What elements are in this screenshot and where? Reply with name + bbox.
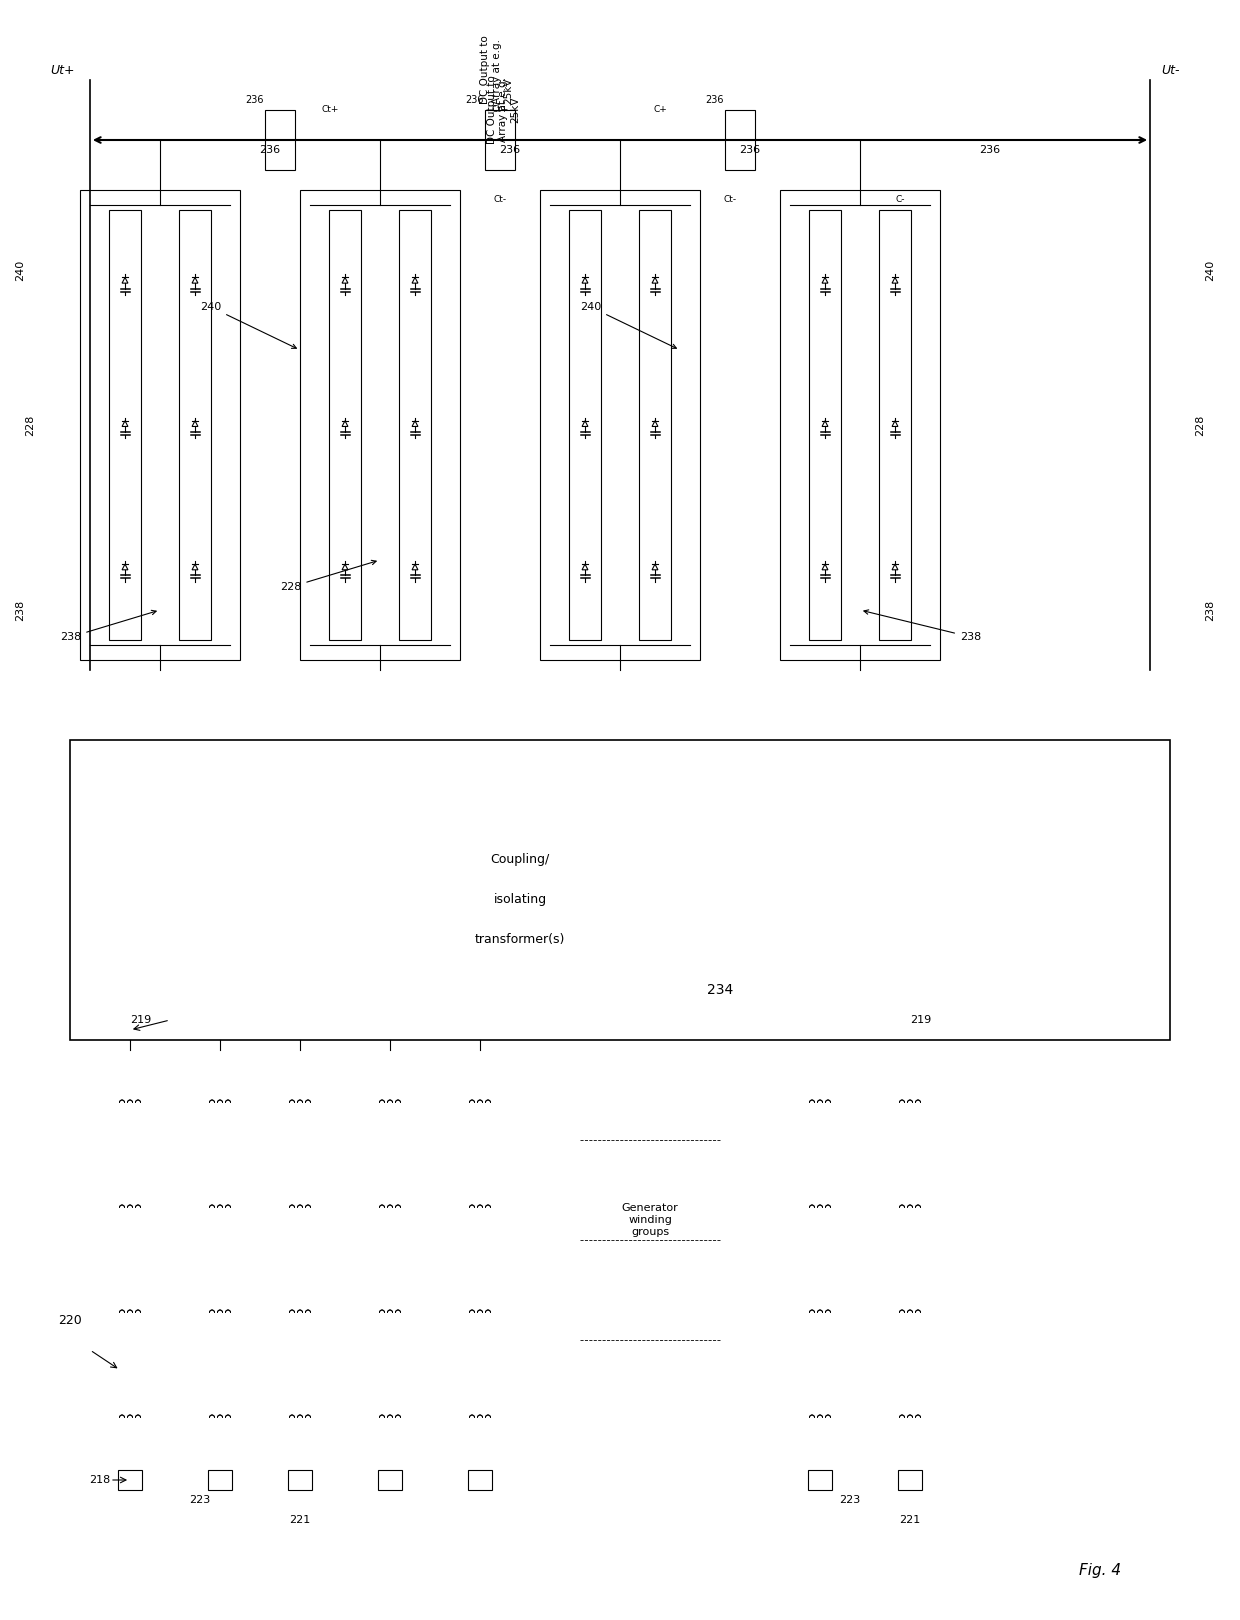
Text: C-: C- <box>895 196 905 204</box>
Bar <box>485 110 515 170</box>
Text: 228: 228 <box>1195 415 1205 436</box>
Bar <box>639 211 671 640</box>
Text: Ct+: Ct+ <box>321 105 339 115</box>
Bar <box>179 211 211 640</box>
Bar <box>300 190 460 659</box>
Bar <box>109 211 141 640</box>
Text: DC Output to
Array at e.g.
25kV: DC Output to Array at e.g. 25kV <box>487 76 520 144</box>
Bar <box>329 211 361 640</box>
Bar <box>378 1469 402 1490</box>
Text: 236: 236 <box>466 96 485 105</box>
Text: 221: 221 <box>899 1515 920 1524</box>
Text: 236: 236 <box>980 146 1001 156</box>
Bar <box>879 211 911 640</box>
Text: 228: 228 <box>280 561 376 591</box>
Text: 236: 236 <box>706 96 724 105</box>
Bar <box>467 1469 492 1490</box>
Text: 236: 236 <box>246 96 264 105</box>
Text: Ut+: Ut+ <box>50 63 74 76</box>
Text: 234: 234 <box>707 983 733 996</box>
Text: 236: 236 <box>259 146 280 156</box>
Text: 238: 238 <box>864 609 981 642</box>
Bar <box>569 211 601 640</box>
Text: isolating: isolating <box>494 894 547 907</box>
Text: transformer(s): transformer(s) <box>475 933 565 946</box>
Text: 220: 220 <box>58 1314 82 1327</box>
Bar <box>288 1469 312 1490</box>
Text: Ct+: Ct+ <box>491 105 508 115</box>
Text: 223: 223 <box>839 1495 861 1505</box>
Text: 236: 236 <box>500 146 521 156</box>
Text: 238: 238 <box>60 611 156 642</box>
Text: 218: 218 <box>89 1474 110 1486</box>
Text: 219: 219 <box>910 1016 931 1025</box>
Bar <box>265 110 295 170</box>
Text: C+: C+ <box>653 105 667 115</box>
Bar <box>69 740 1171 1040</box>
Text: 221: 221 <box>289 1515 311 1524</box>
Text: 240: 240 <box>200 301 296 348</box>
Bar <box>725 110 755 170</box>
Text: Coupling/: Coupling/ <box>490 854 549 867</box>
Bar <box>118 1469 143 1490</box>
Bar <box>808 1469 832 1490</box>
Text: 240: 240 <box>15 259 25 280</box>
Text: 238: 238 <box>15 599 25 620</box>
Text: 240: 240 <box>580 301 676 348</box>
Text: Generator
winding
groups: Generator winding groups <box>621 1204 678 1236</box>
Text: 219: 219 <box>130 1016 151 1025</box>
Text: Fig. 4: Fig. 4 <box>1079 1563 1121 1578</box>
Bar <box>208 1469 232 1490</box>
Text: Ct-: Ct- <box>494 196 507 204</box>
Text: Ct-: Ct- <box>723 196 737 204</box>
Bar <box>539 190 701 659</box>
Bar <box>898 1469 923 1490</box>
Text: DC Output to
Array at e.g.
25kV: DC Output to Array at e.g. 25kV <box>480 36 513 104</box>
Text: 223: 223 <box>190 1495 211 1505</box>
Bar <box>808 211 841 640</box>
Bar <box>780 190 940 659</box>
Text: Ut-: Ut- <box>1162 63 1180 76</box>
Bar <box>399 211 432 640</box>
Text: 236: 236 <box>739 146 760 156</box>
Text: 240: 240 <box>1205 259 1215 280</box>
Text: 228: 228 <box>25 415 35 436</box>
Bar <box>81 190 241 659</box>
Text: 238: 238 <box>1205 599 1215 620</box>
